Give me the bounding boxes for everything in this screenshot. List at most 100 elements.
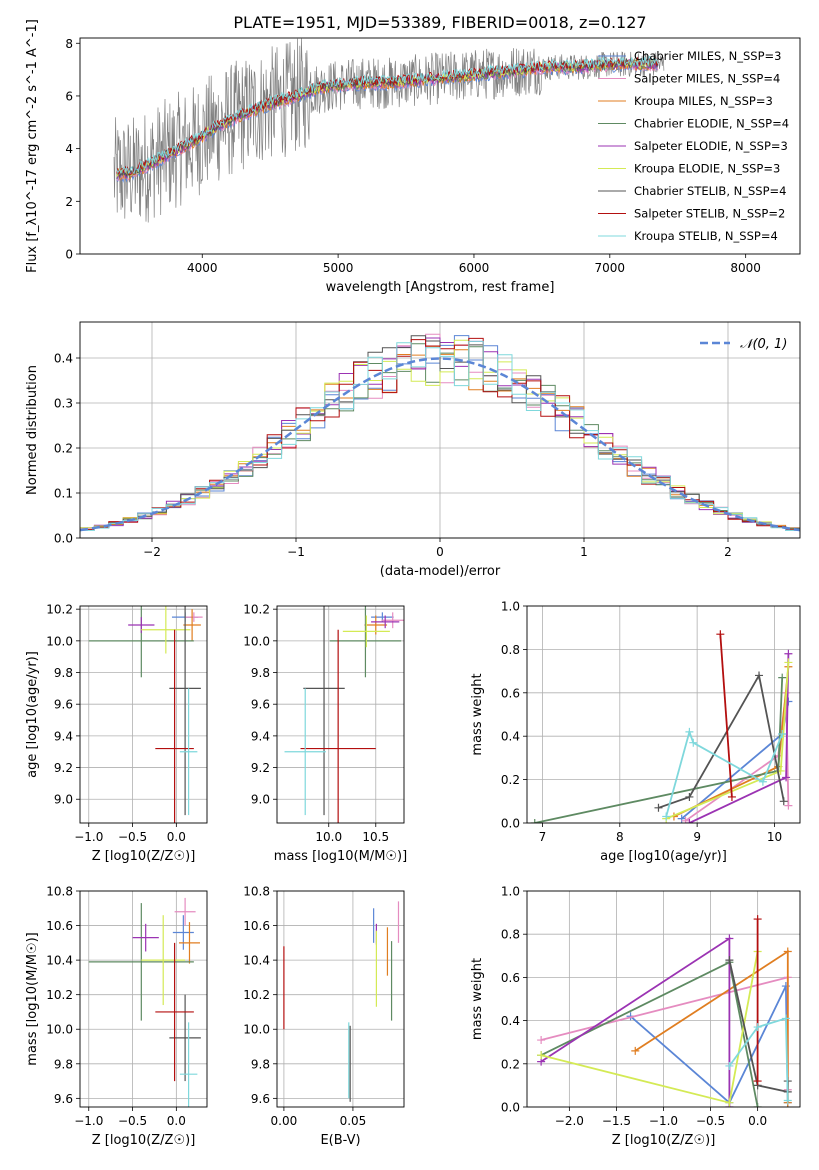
weight-marker	[725, 956, 734, 965]
plot-area	[283, 901, 400, 1102]
x-tick-label: −1.5	[602, 1114, 631, 1128]
y-tick-label: 2	[65, 195, 73, 209]
axes-frame	[79, 37, 801, 255]
data-point	[155, 629, 194, 823]
y-tick-label: 10.4	[46, 954, 73, 968]
weight-marker	[725, 1061, 734, 1070]
data-point	[88, 606, 194, 678]
x-tick-label: 8	[616, 830, 624, 844]
weight-marker	[725, 1098, 734, 1107]
weight-marker	[530, 819, 539, 823]
panel-mass_vs_Z: −1.0 −0.5 0.0 9.6 9.8 10.0 10.2 10.4 10.6 10.8 Z […	[25, 885, 208, 1148]
x-axis-label: Z [log10(Z/Z☉)]	[92, 849, 196, 864]
weight-marker	[689, 738, 698, 747]
y-tick-label: 0.0	[54, 532, 73, 546]
y-tick-label: 0.0	[501, 1101, 520, 1115]
weight-marker	[778, 673, 787, 682]
y-axis-label: Flux [f_λ10^-17 erg cm^-2 s^-1 A^-1]	[25, 19, 40, 273]
weight-marker	[781, 1014, 790, 1023]
weight-series-line	[719, 634, 733, 798]
y-tick-label: 9.8	[54, 1057, 73, 1071]
x-tick-label: −0.5	[118, 830, 147, 844]
observed-spectrum-line	[113, 38, 665, 223]
data-point	[179, 688, 198, 816]
legend-label: Kroupa MILES, N_SSP=3	[634, 94, 773, 108]
plot-area	[530, 630, 793, 823]
x-tick-label: 0.0	[748, 1114, 767, 1128]
x-tick-label: 9	[693, 830, 701, 844]
plot-area	[88, 606, 203, 823]
x-tick-label: 2	[724, 545, 732, 559]
x-tick-label: 1	[580, 545, 588, 559]
y-tick-label: 10.0	[46, 1023, 73, 1037]
weight-marker	[783, 1096, 792, 1105]
legend-label: Chabrier STELIB, N_SSP=4	[634, 184, 786, 198]
data-point	[155, 942, 194, 1082]
x-tick-label: 10.0	[315, 830, 342, 844]
weight-marker	[662, 812, 671, 821]
y-tick-label: 9.0	[251, 793, 270, 807]
model-spectrum-line	[116, 56, 659, 179]
legend-label: Chabrier MILES, N_SSP=3	[634, 49, 781, 63]
x-axis-label: Z [log10(Z/Z☉)]	[92, 1133, 196, 1148]
weight-marker	[537, 1051, 546, 1060]
panel-mass_vs_EBV: 0.00 0.05 9.6 9.8 10.0 10.2 10.4 10.6 10.8 E(B-V)	[243, 885, 405, 1148]
data-point	[183, 609, 201, 641]
plot-area	[284, 606, 404, 823]
weight-marker	[779, 797, 788, 806]
y-tick-label: 0.8	[501, 928, 520, 942]
weight-marker	[755, 671, 764, 680]
weight-marker	[784, 649, 793, 658]
legend-label: Chabrier ELODIE, N_SSP=4	[634, 117, 789, 131]
x-axis-label: wavelength [Angstrom, rest frame]	[326, 280, 555, 295]
data-point	[371, 615, 400, 629]
y-tick-label: 0.6	[501, 971, 520, 985]
x-axis-label: Z [log10(Z/Z☉)]	[612, 1133, 716, 1148]
y-tick-label: 10.6	[46, 919, 73, 933]
y-tick-label: 8	[65, 37, 73, 51]
figure-title: PLATE=1951, MJD=53389, FIBERID=0018, z=0…	[233, 13, 646, 32]
plot-area	[88, 897, 201, 1107]
weight-series-line	[540, 951, 759, 1104]
residual-histogram-line	[80, 340, 800, 533]
y-tick-label: 10.2	[243, 988, 270, 1002]
legend: Chabrier MILES, N_SSP=3 Salpeter MILES, N…	[598, 49, 789, 243]
weight-series-line	[540, 960, 759, 1107]
axes-frame	[79, 321, 801, 539]
weight-marker	[685, 727, 694, 736]
y-tick-label: 0.4	[501, 730, 520, 744]
plot-area	[537, 915, 792, 1107]
weight-marker	[784, 801, 793, 810]
panel-weight_vs_Z: −2.0 −1.5 −1.0 −0.5 0.0 0.0 0.2 0.4 0.6 0.8 1.0 Z […	[470, 885, 801, 1148]
weight-marker	[758, 777, 767, 786]
x-tick-label: 7000	[595, 261, 626, 275]
plot-area	[113, 38, 665, 223]
weight-series-line	[689, 653, 790, 823]
x-axis-label: E(B-V)	[320, 1133, 360, 1148]
y-tick-label: 10.8	[46, 885, 73, 899]
x-tick-label: 6000	[459, 261, 490, 275]
y-tick-label: 4	[65, 142, 73, 156]
y-tick-label: 10.0	[243, 634, 270, 648]
y-tick-label: 1.0	[501, 600, 520, 614]
x-tick-label: 8000	[730, 261, 761, 275]
weight-marker	[753, 1023, 762, 1032]
x-tick-label: 0.05	[340, 1114, 367, 1128]
legend-label: Kroupa STELIB, N_SSP=4	[634, 229, 778, 243]
axes-frame	[526, 605, 801, 824]
y-tick-label: 10.6	[243, 919, 270, 933]
y-tick-label: 0.3	[54, 397, 73, 411]
y-tick-label: 0.4	[54, 352, 73, 366]
plot-area	[80, 333, 800, 533]
panel-residual_histogram: −2 −1 0 1 2 0.0 0.1 0.2 0.3 0.4 (data-model)/error…	[25, 321, 801, 579]
x-axis-label: mass [log10(M/M☉)]	[274, 849, 407, 864]
panel-weight_vs_age: 7 8 9 10 0.0 0.2 0.4 0.6 0.8 1.0 age [log10(age/yr…	[470, 600, 801, 864]
data-point	[174, 897, 196, 926]
weight-marker	[681, 816, 690, 823]
legend-label: 𝒩(0, 1)	[740, 337, 787, 352]
data-point	[141, 606, 191, 654]
y-tick-label: 10.2	[243, 603, 270, 617]
y-tick-label: 9.6	[54, 698, 73, 712]
data-point	[132, 923, 159, 952]
data-point	[329, 606, 402, 678]
